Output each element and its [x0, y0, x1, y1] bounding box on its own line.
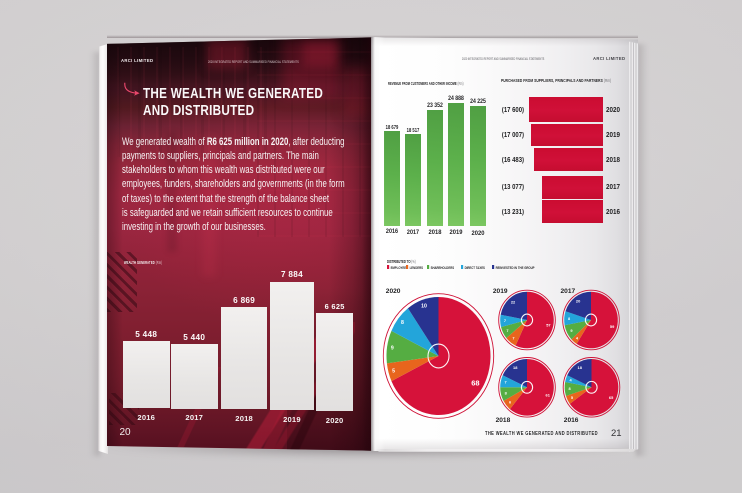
svg-text:7: 7 [506, 328, 508, 333]
svg-text:5: 5 [571, 395, 574, 400]
svg-text:8: 8 [568, 316, 571, 321]
svg-text:4: 4 [570, 378, 573, 383]
svg-text:4: 4 [576, 335, 579, 340]
svg-text:9: 9 [570, 328, 573, 333]
svg-text:59: 59 [610, 324, 615, 329]
svg-text:22: 22 [511, 300, 516, 305]
svg-text:8: 8 [401, 320, 404, 326]
svg-text:8: 8 [505, 391, 508, 396]
svg-text:20: 20 [576, 299, 580, 304]
svg-text:18: 18 [513, 365, 518, 370]
svg-text:61: 61 [546, 393, 551, 398]
svg-text:5: 5 [392, 369, 395, 375]
svg-text:57: 57 [546, 323, 550, 328]
svg-text:65: 65 [609, 395, 614, 400]
svg-text:7: 7 [504, 318, 506, 323]
svg-text:18: 18 [578, 365, 583, 370]
svg-text:7: 7 [512, 336, 514, 341]
svg-text:68: 68 [471, 378, 479, 387]
svg-text:7: 7 [505, 380, 507, 385]
svg-text:8: 8 [569, 386, 572, 391]
svg-text:10: 10 [421, 303, 427, 309]
svg-text:6: 6 [509, 400, 512, 405]
svg-text:9: 9 [391, 346, 394, 352]
